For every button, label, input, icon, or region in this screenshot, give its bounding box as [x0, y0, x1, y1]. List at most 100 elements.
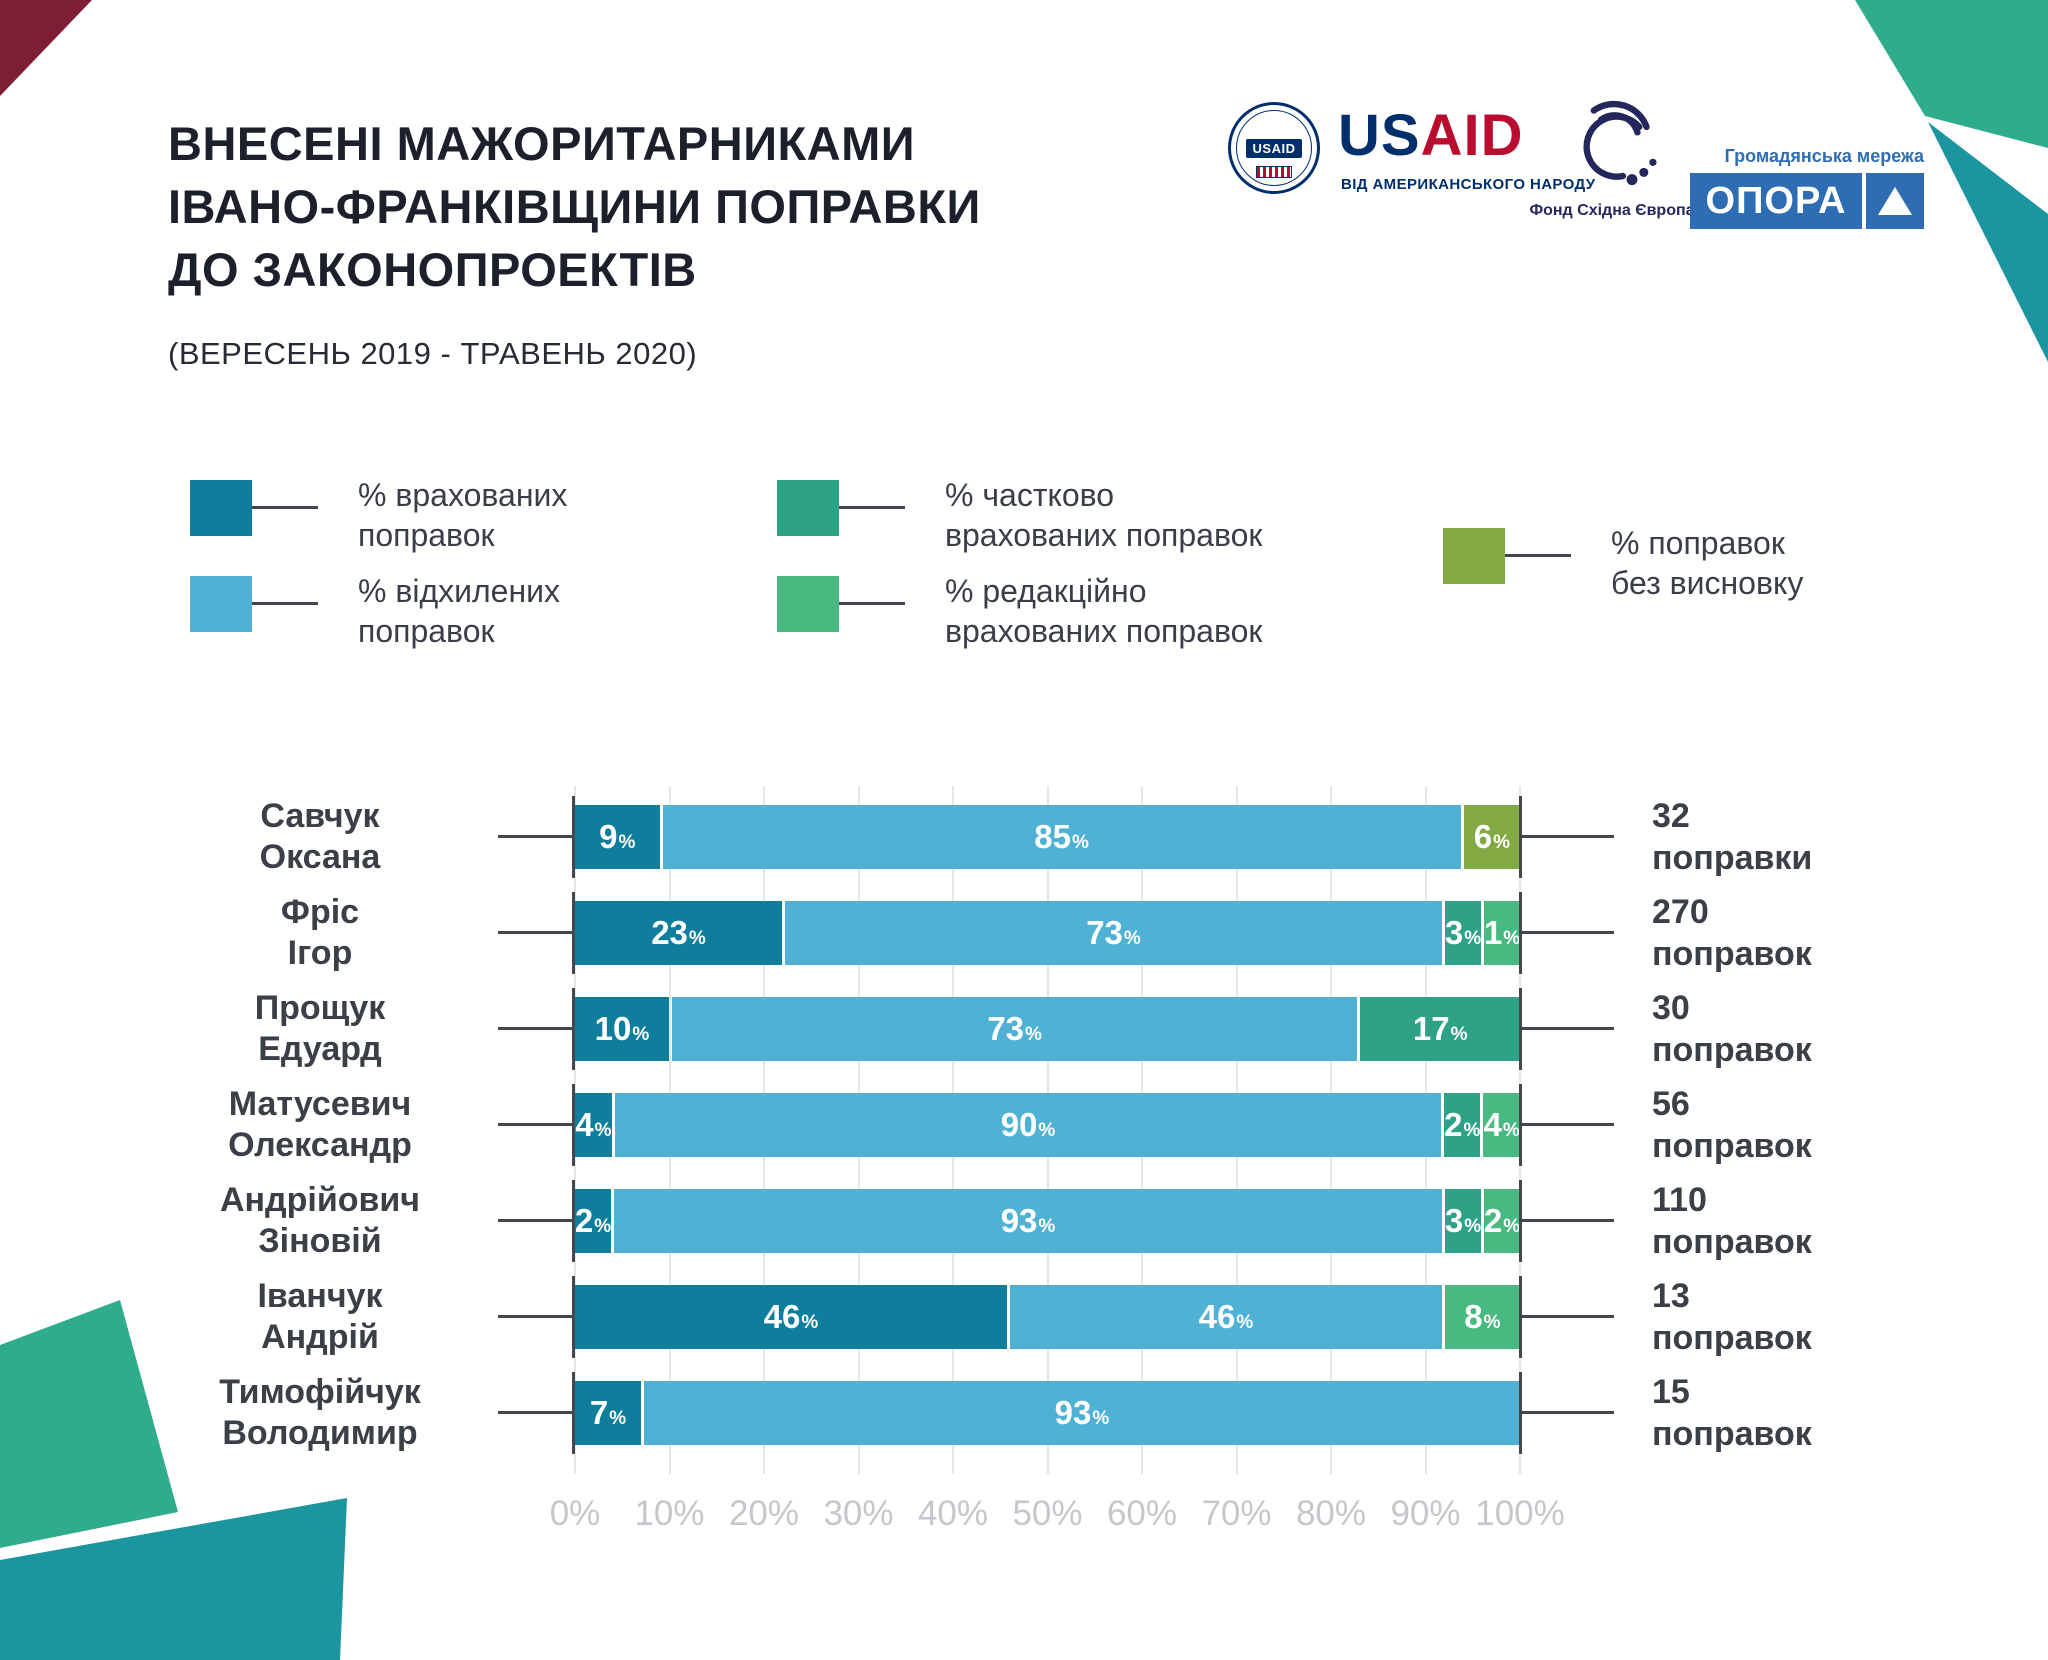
amendments-total-word: поправок — [1652, 1031, 1812, 1069]
segment-percent-value: 90 — [1000, 1106, 1038, 1143]
amendments-total-count: 13 — [1652, 1277, 1690, 1315]
segment-percent-label: 46% — [1199, 1298, 1254, 1336]
chart-row-2: Фріс Ігор 23% 73% 3% 1% 270 поправок — [0, 892, 2048, 974]
bar-segment-partial: 3% — [1445, 901, 1481, 965]
legend-connector-line — [839, 602, 905, 605]
segment-percent-value: 93 — [1000, 1202, 1038, 1239]
legend-connector-line — [252, 602, 318, 605]
stacked-bar: 2% 93% 3% 2% — [575, 1189, 1520, 1253]
amendments-total-label: 30 поправок — [1652, 987, 1812, 1071]
segment-percent-value: 2 — [1444, 1106, 1463, 1143]
bar-segment-accepted: 2% — [575, 1189, 611, 1253]
mp-name-label: Тимофійчук Володимир — [150, 1372, 490, 1454]
right-axis-tick — [1519, 1372, 1522, 1454]
usaid-wordmark-us: US — [1338, 103, 1421, 168]
mp-name-label: Іванчук Андрій — [150, 1276, 490, 1358]
mp-name-line-1: Іванчук — [257, 1277, 383, 1315]
segment-percent-sign: % — [1236, 1312, 1254, 1333]
left-connector-line — [498, 1123, 574, 1126]
segment-percent-value: 3 — [1444, 1202, 1464, 1239]
x-axis-label-20%: 20% — [728, 1494, 800, 1533]
bar-segment-rejected: 73% — [785, 901, 1442, 965]
segment-percent-label: 9% — [599, 818, 635, 856]
bar-segment-accepted: 9% — [575, 805, 660, 869]
left-axis-tick — [572, 1084, 575, 1166]
mp-name-line-2: Едуард — [258, 1030, 382, 1068]
bar-segment-no_conclusion: 6% — [1463, 805, 1521, 869]
legend-label-rejected: % відхилених поправок — [358, 573, 561, 649]
right-connector-line — [1522, 1123, 1614, 1126]
legend-swatch-partial — [777, 480, 839, 536]
opora-triangle-icon — [1866, 173, 1924, 229]
amendments-total-label: 110 поправок — [1652, 1179, 1812, 1263]
mp-name-line-2: Ігор — [287, 934, 353, 972]
segment-percent-value: 9 — [599, 818, 618, 855]
legend-connector-line — [839, 506, 905, 509]
mp-name-line-1: Матусевич — [228, 1085, 412, 1123]
segment-percent-sign: % — [1092, 1408, 1110, 1429]
mp-name-label: Савчук Оксана — [150, 796, 490, 878]
corner-bottom-left-teal — [0, 1498, 347, 1660]
segment-percent-label: 7% — [590, 1394, 626, 1432]
chart-row-4: Матусевич Олександр 4% 90% 2% 4% 56 поправок — [0, 1084, 2048, 1166]
bar-segment-accepted: 23% — [575, 901, 782, 965]
x-axis-label-90%: 90% — [1390, 1494, 1461, 1533]
segment-percent-value: 46 — [763, 1298, 801, 1335]
segment-percent-sign: % — [594, 1216, 612, 1237]
chart-row-5: Андрійович Зіновій 2% 93% 3% 2% 110 поправок — [0, 1180, 2048, 1262]
amendments-total-count: 56 — [1652, 1085, 1690, 1123]
segment-percent-label: 8% — [1464, 1298, 1500, 1336]
bar-segment-accepted: 10% — [575, 997, 669, 1061]
amendments-total-count: 15 — [1652, 1373, 1690, 1411]
segment-percent-label: 73% — [987, 1010, 1042, 1048]
x-axis-label-50%: 50% — [1012, 1494, 1083, 1533]
left-connector-line — [498, 1219, 574, 1222]
legend-item-accepted: % врахованих поправок — [190, 477, 567, 555]
right-connector-line — [1522, 1027, 1614, 1030]
legend-label-partial: % частково врахованих поправок — [945, 477, 1263, 553]
segment-percent-value: 10 — [594, 1010, 632, 1047]
segment-percent-value: 4 — [1483, 1106, 1502, 1143]
segment-percent-sign: % — [1493, 832, 1510, 853]
segment-percent-sign: % — [618, 832, 636, 853]
bar-segment-editorial: 4% — [1483, 1093, 1520, 1157]
right-connector-line — [1522, 931, 1614, 934]
corner-bottom-left-green — [0, 1300, 178, 1548]
mp-name-label: Андрійович Зіновій — [150, 1180, 490, 1262]
right-connector-line — [1522, 1411, 1614, 1414]
segment-percent-sign: % — [1025, 1024, 1042, 1045]
bar-segment-partial: 3% — [1445, 1189, 1481, 1253]
left-axis-tick — [572, 1372, 575, 1454]
segment-percent-value: 85 — [1034, 818, 1071, 855]
segment-percent-sign: % — [594, 1120, 612, 1141]
bar-segment-accepted: 7% — [575, 1381, 641, 1445]
x-axis-label-10%: 10% — [634, 1494, 705, 1533]
bar-segment-editorial: 8% — [1444, 1285, 1520, 1349]
segment-percent-sign: % — [1503, 928, 1521, 949]
mp-name-label: Фріс Ігор — [150, 892, 490, 974]
mp-name-line-2: Оксана — [259, 838, 381, 876]
right-connector-line — [1522, 835, 1614, 838]
chart-row-1: Савчук Оксана 9% 85% 6% 32 поправки — [0, 796, 2048, 878]
amendments-total-label: 15 поправок — [1652, 1371, 1812, 1455]
usaid-wordmark: USAID — [1338, 102, 1523, 169]
legend-swatch-rejected — [190, 576, 252, 632]
right-axis-tick — [1519, 1084, 1522, 1166]
segment-percent-sign: % — [1038, 1216, 1056, 1237]
left-axis-tick — [572, 892, 575, 974]
right-axis-tick — [1519, 1276, 1522, 1358]
legend-swatch-editorial — [777, 576, 839, 632]
mp-name-line-2: Олександр — [228, 1126, 412, 1164]
amendments-total-label: 270 поправок — [1652, 891, 1812, 975]
amendments-total-word: поправок — [1652, 1415, 1812, 1453]
left-axis-tick — [572, 1276, 575, 1358]
left-axis-tick — [572, 796, 575, 878]
bar-segment-partial: 2% — [1444, 1093, 1480, 1157]
segment-percent-label: 2% — [1484, 1202, 1520, 1240]
segment-percent-sign: % — [1038, 1120, 1056, 1141]
segment-percent-value: 1 — [1483, 914, 1503, 951]
legend-item-editorial: % редакційно врахованих поправок — [777, 573, 1262, 651]
usaid-tagline: ВІД АМЕРИКАНСЬКОГО НАРОДУ — [1341, 176, 1596, 193]
segment-percent-label: 4% — [575, 1106, 611, 1144]
